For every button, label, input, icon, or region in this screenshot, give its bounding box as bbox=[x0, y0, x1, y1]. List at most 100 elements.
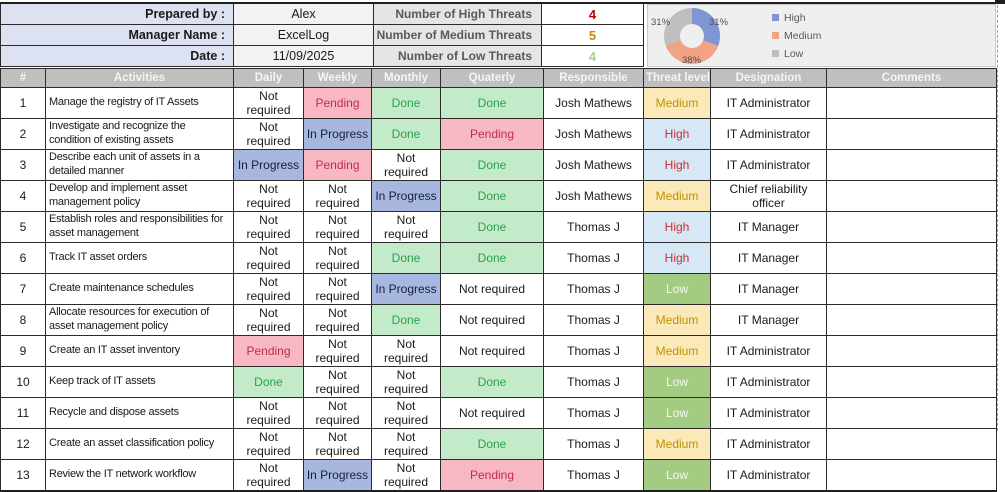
comments-cell[interactable] bbox=[826, 211, 997, 243]
responsible-cell[interactable]: Thomas J bbox=[543, 428, 644, 460]
designation-cell[interactable]: IT Administrator bbox=[710, 118, 827, 150]
row-number-cell[interactable]: 9 bbox=[0, 335, 46, 367]
monthly-status-cell[interactable]: Done bbox=[371, 242, 441, 274]
weekly-status-cell[interactable]: Pending bbox=[303, 149, 372, 181]
comments-cell[interactable] bbox=[826, 304, 997, 336]
threat-level-cell[interactable]: Low bbox=[643, 273, 711, 305]
column-header-daily[interactable]: Daily bbox=[233, 68, 304, 88]
daily-status-cell[interactable]: Not required bbox=[233, 87, 304, 119]
responsible-cell[interactable]: Thomas J bbox=[543, 397, 644, 429]
quarterly-status-cell[interactable]: Done bbox=[440, 149, 544, 181]
quarterly-status-cell[interactable]: Not required bbox=[440, 335, 544, 367]
monthly-status-cell[interactable]: Done bbox=[371, 118, 441, 150]
row-number-cell[interactable]: 12 bbox=[0, 428, 46, 460]
weekly-status-cell[interactable]: Not required bbox=[303, 211, 372, 243]
activity-cell[interactable]: Create an IT asset inventory bbox=[45, 335, 234, 367]
column-header-responsible[interactable]: Responsible bbox=[543, 68, 644, 88]
weekly-status-cell[interactable]: Not required bbox=[303, 304, 372, 336]
activity-cell[interactable]: Create an asset classification policy bbox=[45, 428, 234, 460]
low-threats-count[interactable]: 4 bbox=[542, 46, 644, 67]
activity-cell[interactable]: Allocate resources for execution of asse… bbox=[45, 304, 234, 336]
column-header-designation[interactable]: Designation bbox=[710, 68, 827, 88]
comments-cell[interactable] bbox=[826, 149, 997, 181]
prepared-by-value[interactable]: Alex bbox=[234, 4, 374, 25]
comments-cell[interactable] bbox=[826, 273, 997, 305]
daily-status-cell[interactable]: Not required bbox=[233, 180, 304, 212]
threat-level-cell[interactable]: Medium bbox=[643, 180, 711, 212]
row-number-cell[interactable]: 10 bbox=[0, 366, 46, 398]
quarterly-status-cell[interactable]: Done bbox=[440, 242, 544, 274]
responsible-cell[interactable]: Thomas J bbox=[543, 211, 644, 243]
weekly-status-cell[interactable]: Not required bbox=[303, 397, 372, 429]
threat-level-cell[interactable]: Low bbox=[643, 366, 711, 398]
threat-level-cell[interactable]: High bbox=[643, 149, 711, 181]
row-number-cell[interactable]: 3 bbox=[0, 149, 46, 181]
quarterly-status-cell[interactable]: Not required bbox=[440, 397, 544, 429]
activity-cell[interactable]: Create maintenance schedules bbox=[45, 273, 234, 305]
column-header-activities[interactable]: Activities bbox=[45, 68, 234, 88]
threat-level-cell[interactable]: Medium bbox=[643, 428, 711, 460]
monthly-status-cell[interactable]: Not required bbox=[371, 428, 441, 460]
monthly-status-cell[interactable]: In Progress bbox=[371, 180, 441, 212]
designation-cell[interactable]: Chief reliability officer bbox=[710, 180, 827, 212]
activity-cell[interactable]: Establish roles and responsibilities for… bbox=[45, 211, 234, 243]
column-header-monthly[interactable]: Monthly bbox=[371, 68, 441, 88]
designation-cell[interactable]: IT Administrator bbox=[710, 335, 827, 367]
comments-cell[interactable] bbox=[826, 459, 997, 492]
row-number-cell[interactable]: 6 bbox=[0, 242, 46, 274]
designation-cell[interactable]: IT Manager bbox=[710, 211, 827, 243]
threat-level-cell[interactable]: High bbox=[643, 242, 711, 274]
row-number-cell[interactable]: 7 bbox=[0, 273, 46, 305]
comments-cell[interactable] bbox=[826, 180, 997, 212]
quarterly-status-cell[interactable]: Pending bbox=[440, 459, 544, 492]
responsible-cell[interactable]: Thomas J bbox=[543, 304, 644, 336]
responsible-cell[interactable]: Josh Mathews bbox=[543, 118, 644, 150]
row-number-cell[interactable]: 11 bbox=[0, 397, 46, 429]
activity-cell[interactable]: Track IT asset orders bbox=[45, 242, 234, 274]
responsible-cell[interactable]: Josh Mathews bbox=[543, 149, 644, 181]
weekly-status-cell[interactable]: In Progress bbox=[303, 118, 372, 150]
designation-cell[interactable]: IT Administrator bbox=[710, 87, 827, 119]
threat-level-cell[interactable]: Low bbox=[643, 459, 711, 492]
monthly-status-cell[interactable]: In Progress bbox=[371, 273, 441, 305]
daily-status-cell[interactable]: Pending bbox=[233, 335, 304, 367]
weekly-status-cell[interactable]: Not required bbox=[303, 242, 372, 274]
threat-chart[interactable]: 31% 31% 38% High Medium Low bbox=[647, 4, 996, 67]
daily-status-cell[interactable]: Not required bbox=[233, 118, 304, 150]
daily-status-cell[interactable]: In Progress bbox=[233, 149, 304, 181]
responsible-cell[interactable]: Thomas J bbox=[543, 273, 644, 305]
responsible-cell[interactable]: Josh Mathews bbox=[543, 87, 644, 119]
daily-status-cell[interactable]: Not required bbox=[233, 304, 304, 336]
weekly-status-cell[interactable]: Not required bbox=[303, 180, 372, 212]
monthly-status-cell[interactable]: Not required bbox=[371, 335, 441, 367]
designation-cell[interactable]: IT Administrator bbox=[710, 397, 827, 429]
quarterly-status-cell[interactable]: Done bbox=[440, 366, 544, 398]
column-header-threat-level[interactable]: Threat level bbox=[643, 68, 711, 88]
column-header-comments[interactable]: Comments bbox=[826, 68, 997, 88]
comments-cell[interactable] bbox=[826, 366, 997, 398]
activity-cell[interactable]: Describe each unit of assets in a detail… bbox=[45, 149, 234, 181]
designation-cell[interactable]: IT Manager bbox=[710, 273, 827, 305]
weekly-status-cell[interactable]: Not required bbox=[303, 428, 372, 460]
designation-cell[interactable]: IT Administrator bbox=[710, 149, 827, 181]
comments-cell[interactable] bbox=[826, 118, 997, 150]
monthly-status-cell[interactable]: Not required bbox=[371, 366, 441, 398]
responsible-cell[interactable]: Thomas J bbox=[543, 459, 644, 492]
comments-cell[interactable] bbox=[826, 397, 997, 429]
weekly-status-cell[interactable]: Not required bbox=[303, 273, 372, 305]
quarterly-status-cell[interactable]: Not required bbox=[440, 304, 544, 336]
responsible-cell[interactable]: Thomas J bbox=[543, 366, 644, 398]
quarterly-status-cell[interactable]: Done bbox=[440, 180, 544, 212]
threat-level-cell[interactable]: Medium bbox=[643, 335, 711, 367]
designation-cell[interactable]: IT Administrator bbox=[710, 366, 827, 398]
daily-status-cell[interactable]: Done bbox=[233, 366, 304, 398]
monthly-status-cell[interactable]: Not required bbox=[371, 211, 441, 243]
monthly-status-cell[interactable]: Done bbox=[371, 304, 441, 336]
activity-cell[interactable]: Manage the registry of IT Assets bbox=[45, 87, 234, 119]
weekly-status-cell[interactable]: Pending bbox=[303, 87, 372, 119]
monthly-status-cell[interactable]: Done bbox=[371, 87, 441, 119]
threat-level-cell[interactable]: Medium bbox=[643, 304, 711, 336]
row-number-cell[interactable]: 1 bbox=[0, 87, 46, 119]
quarterly-status-cell[interactable]: Done bbox=[440, 211, 544, 243]
row-number-cell[interactable]: 2 bbox=[0, 118, 46, 150]
